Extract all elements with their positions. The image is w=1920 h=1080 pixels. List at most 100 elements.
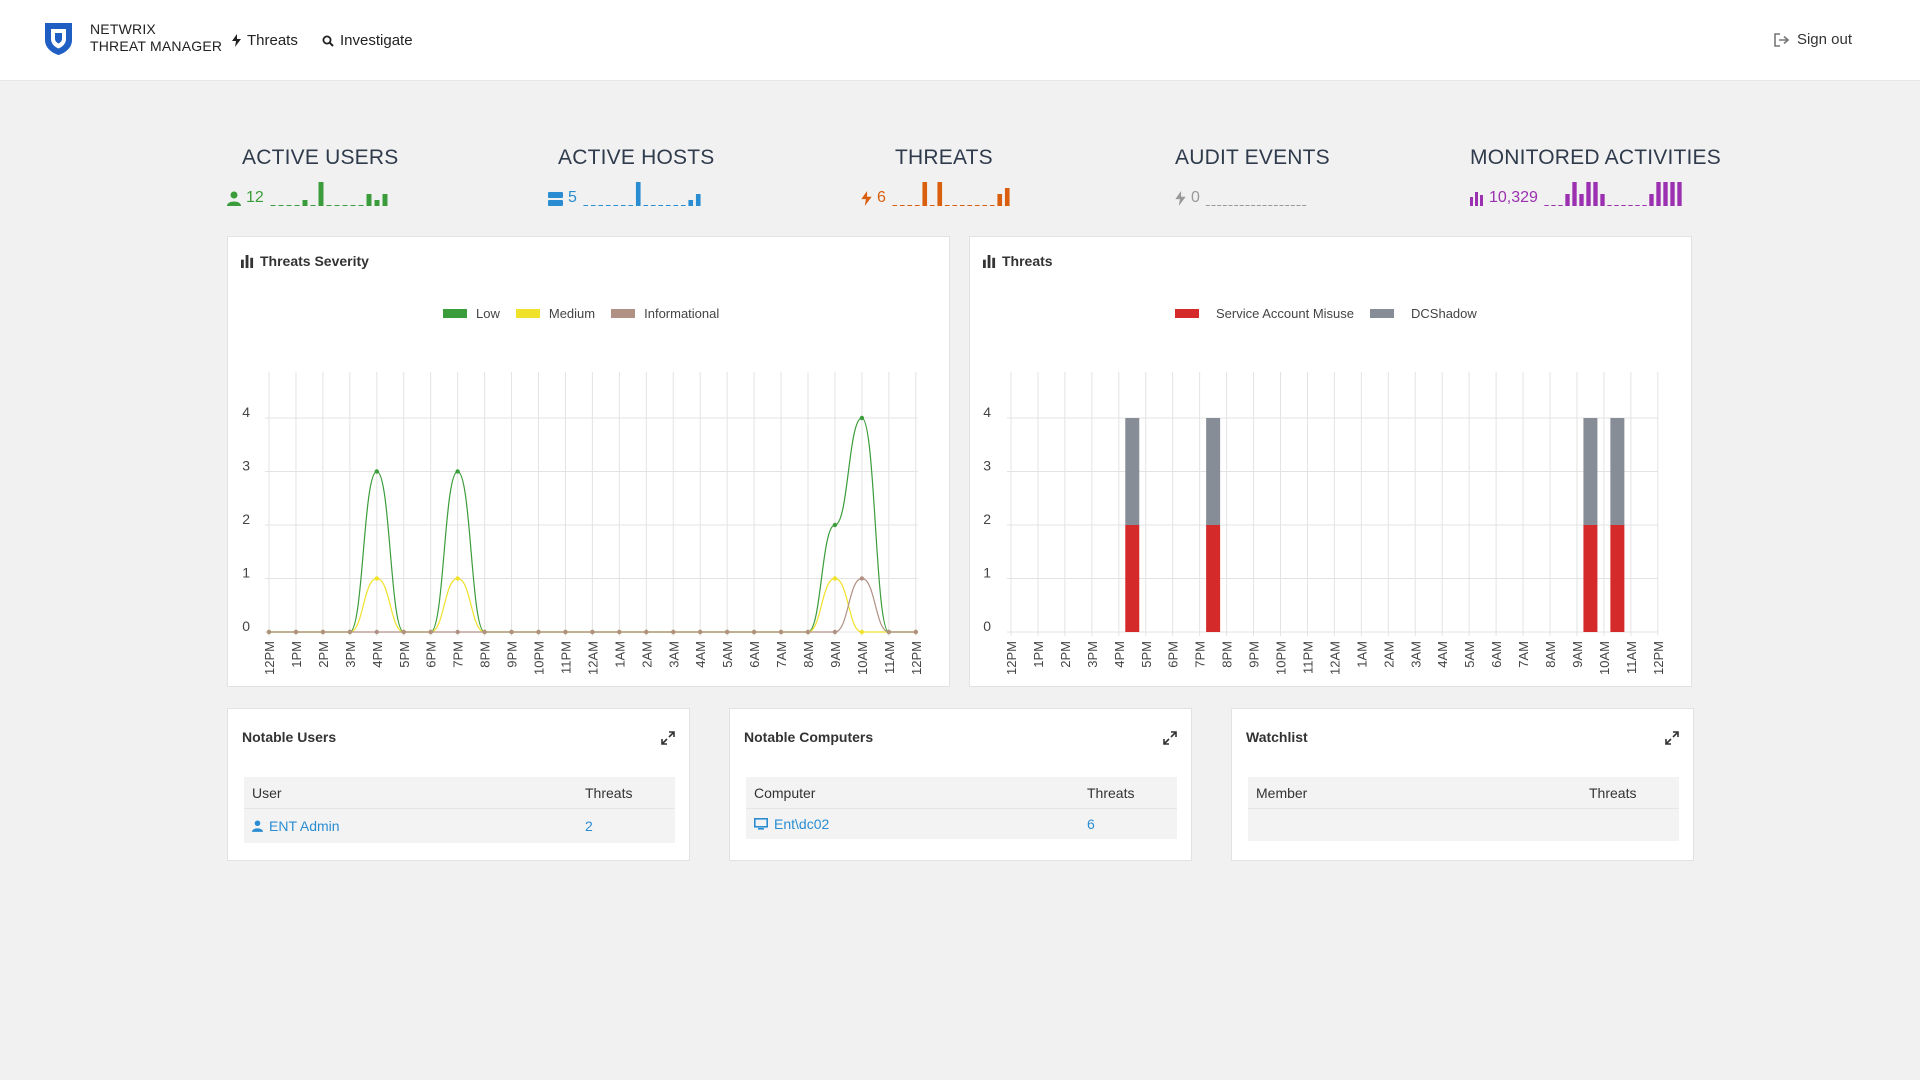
stat-active-hosts[interactable]: ACTIVE HOSTS 5 <box>548 146 714 206</box>
data-point <box>320 629 326 635</box>
computer-link[interactable]: Ent\dc02 <box>774 816 830 832</box>
sparkline-bar <box>688 200 693 206</box>
bar-dcshadow <box>1125 418 1140 525</box>
stat-audit-events[interactable]: AUDIT EVENTS 0 <box>1175 146 1330 206</box>
data-point <box>751 629 757 635</box>
col-user[interactable]: User <box>252 784 282 801</box>
data-point <box>698 629 703 635</box>
x-tick-label: 12PM <box>1004 641 1019 675</box>
data-point <box>293 629 299 635</box>
legend-service-account-misuse[interactable]: Service Account Misuse <box>1175 306 1354 321</box>
stat-value: 10,329 <box>1489 189 1538 206</box>
sparkline-bar <box>1656 182 1661 206</box>
x-tick-label: 11AM <box>1624 641 1639 674</box>
stat-value: 12 <box>246 189 264 206</box>
data-point <box>428 629 433 635</box>
legend-swatch <box>611 309 636 318</box>
sparkline-bar <box>1649 194 1654 206</box>
sparkline-bar <box>1593 182 1598 206</box>
user-link[interactable]: ENT Admin <box>269 818 340 834</box>
bolt-icon <box>232 34 241 47</box>
x-tick-label: 8PM <box>478 641 493 668</box>
col-threats[interactable]: Threats <box>1589 784 1637 801</box>
col-threats[interactable]: Threats <box>585 784 633 801</box>
sign-out-button[interactable]: Sign out <box>1774 31 1852 48</box>
expand-icon[interactable] <box>1163 731 1177 745</box>
computer-cell[interactable]: Ent\dc02 <box>746 816 1087 832</box>
sparkline-bar <box>1600 194 1605 206</box>
sparkline <box>1544 182 1682 206</box>
data-point <box>778 629 784 635</box>
data-point <box>455 629 460 635</box>
stat-value: 6 <box>877 189 886 206</box>
nav-threats-label: Threats <box>247 32 298 49</box>
col-threats[interactable]: Threats <box>1087 784 1135 801</box>
stat-monitored-activities[interactable]: MONITORED ACTIVITIES 10,329 <box>1470 146 1721 206</box>
brand-line-2: THREAT MANAGER <box>90 38 223 54</box>
brand-name: NETWRIX THREAT MANAGER <box>90 21 222 55</box>
col-member[interactable]: Member <box>1256 784 1308 801</box>
bar-dcshadow <box>1583 418 1598 525</box>
sparkline-bar <box>1663 182 1668 206</box>
x-tick-label: 7AM <box>1516 641 1531 668</box>
bolt-icon <box>861 191 872 206</box>
stat-row: 0 <box>1175 180 1307 206</box>
bar-service-account-misuse <box>1206 525 1221 632</box>
panel-title-text: Threats Severity <box>260 253 369 269</box>
data-point <box>563 629 568 635</box>
x-tick-label: 1AM <box>612 641 627 668</box>
legend-low[interactable]: Low <box>443 306 500 321</box>
data-point <box>536 629 541 635</box>
x-tick-label: 8AM <box>801 641 816 668</box>
stat-threats[interactable]: THREATS 6 <box>861 146 1010 206</box>
threats-legend: Service Account Misuse DCShadow <box>1175 306 1477 321</box>
data-point <box>590 629 595 635</box>
x-tick-label: 4PM <box>1112 641 1127 668</box>
legend-swatch <box>1370 309 1395 318</box>
x-tick-label: 5PM <box>1139 641 1154 668</box>
y-tick-label: 2 <box>242 511 250 527</box>
x-tick-label: 1AM <box>1354 641 1369 668</box>
sparkline-bar <box>382 194 388 206</box>
severity-legend: Low Medium Informational <box>443 306 719 321</box>
data-point <box>913 629 918 635</box>
x-tick-label: 12PM <box>1651 641 1666 675</box>
x-tick-label: 2AM <box>639 641 654 668</box>
nav-investigate-link[interactable]: Investigate <box>322 32 413 49</box>
expand-icon[interactable] <box>661 731 675 745</box>
table-header: User Threats <box>244 777 675 809</box>
user-cell[interactable]: ENT Admin <box>244 818 585 834</box>
nav-threats-link[interactable]: Threats <box>232 32 298 49</box>
legend-dcshadow[interactable]: DCShadow <box>1370 306 1477 321</box>
data-point <box>859 576 865 581</box>
y-tick-label: 1 <box>983 565 991 581</box>
netwrix-logo[interactable] <box>42 20 75 56</box>
table-empty-row <box>1248 809 1679 841</box>
x-tick-label: 11AM <box>882 641 897 674</box>
bar-chart-icon <box>1470 192 1483 206</box>
sparkline-bar <box>374 200 380 206</box>
legend-label: Low <box>476 306 500 321</box>
col-computer[interactable]: Computer <box>754 784 816 801</box>
user-icon <box>227 191 241 206</box>
sign-out-label: Sign out <box>1796 31 1852 48</box>
user-icon <box>252 820 263 832</box>
threats-severity-panel: Threats Severity <box>227 236 950 687</box>
x-tick-label: 8PM <box>1220 641 1235 668</box>
threats-severity-chart: 0 1 2 3 4 12PM 1PM 2PM 3PM 4PM 5PM 6PM 7PM 8PM 9PM 10PM… <box>242 372 924 675</box>
sparkline-bar <box>302 200 308 206</box>
y-tick-label: 3 <box>242 458 250 474</box>
threats-count-link[interactable]: 2 <box>585 818 593 834</box>
legend-medium[interactable]: Medium <box>515 306 595 321</box>
x-tick-label: 6AM <box>1489 641 1504 668</box>
y-tick-label: 1 <box>242 565 250 581</box>
card-title: Watchlist <box>1246 729 1308 745</box>
threats-count-link[interactable]: 6 <box>1087 816 1095 832</box>
legend-informational[interactable]: Informational <box>611 306 719 321</box>
stat-active-users[interactable]: ACTIVE USERS 12 <box>227 146 398 206</box>
expand-icon[interactable] <box>1665 731 1679 745</box>
x-tick-label: 5PM <box>397 641 412 668</box>
table-row: Ent\dc02 6 <box>746 809 1177 839</box>
bar-service-account-misuse <box>1583 525 1598 632</box>
card-title: Notable Computers <box>744 729 874 745</box>
